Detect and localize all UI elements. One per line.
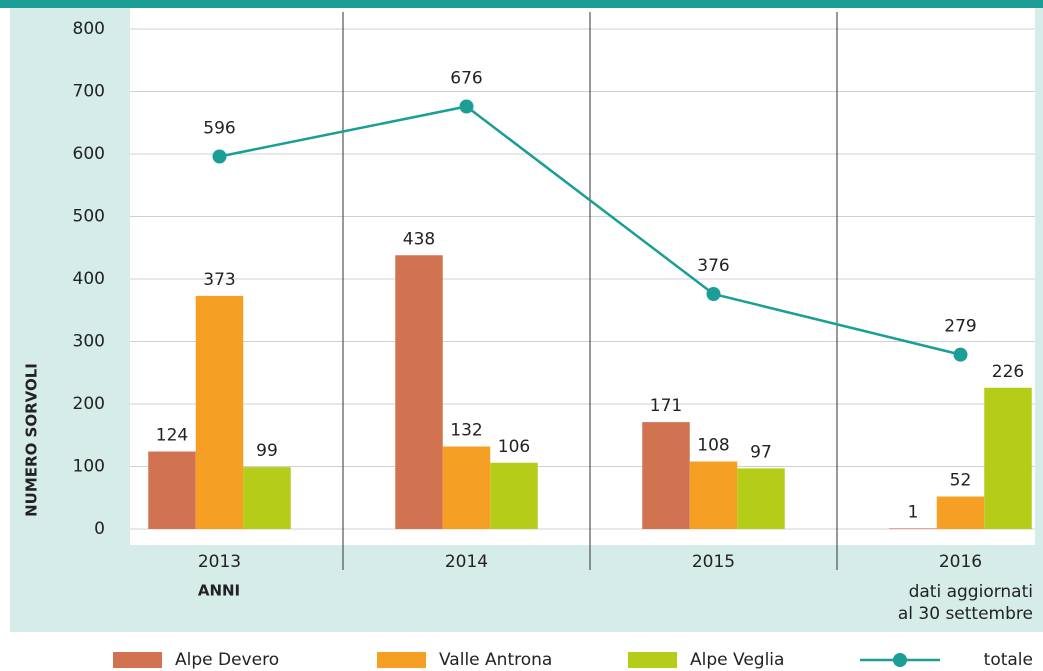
data-label: 226: [992, 362, 1024, 382]
x-tick-label: 2013: [198, 552, 241, 572]
x-tick-label: 2015: [692, 552, 735, 572]
header-band: [0, 0, 1043, 8]
data-label: 99: [256, 441, 278, 461]
data-label: 106: [498, 437, 530, 457]
legend-swatch: [628, 652, 677, 668]
total-point: [212, 149, 227, 164]
plot-area: [130, 8, 1035, 545]
y-tick-label: 300: [73, 332, 105, 352]
data-label: 438: [403, 229, 435, 249]
data-label: 596: [203, 119, 235, 139]
legend-label: Alpe Veglia: [690, 650, 784, 670]
x-axis-label: ANNI: [198, 582, 240, 600]
legend-swatch: [113, 652, 162, 668]
legend-label: Valle Antrona: [439, 650, 552, 670]
data-label: 132: [450, 421, 482, 441]
y-tick-label: 600: [73, 144, 105, 164]
data-label: 171: [650, 396, 682, 416]
y-tick-label: 400: [73, 269, 105, 289]
bar: [936, 496, 985, 529]
bar: [689, 461, 738, 529]
data-label: 676: [450, 69, 482, 89]
x-tick-label: 2014: [445, 552, 488, 572]
bar: [984, 387, 1032, 529]
data-label: 108: [697, 436, 729, 456]
y-tick-label: 700: [73, 82, 105, 102]
data-label: 97: [750, 442, 772, 462]
bar: [148, 451, 196, 529]
bar: [243, 467, 291, 529]
bar: [642, 422, 690, 529]
data-label: 52: [950, 471, 972, 491]
y-tick-label: 800: [73, 19, 105, 39]
total-point: [953, 347, 968, 362]
legend-label: Alpe Devero: [175, 650, 279, 670]
bar: [395, 255, 443, 529]
data-label: 124: [156, 426, 188, 446]
bar: [490, 462, 538, 529]
annotation: dati aggiornati: [909, 582, 1033, 602]
data-label: 279: [944, 317, 976, 337]
y-axis-label: NUMERO SORVOLI: [23, 363, 41, 517]
total-line: [219, 105, 961, 356]
y-tick-label: 100: [73, 457, 105, 477]
data-label: 1: [908, 502, 919, 522]
data-label: 373: [203, 270, 235, 290]
y-tick-label: 200: [73, 394, 105, 414]
bar: [737, 468, 785, 529]
y-tick-label: 0: [94, 519, 105, 539]
data-label: 376: [697, 256, 729, 276]
total-point: [459, 99, 474, 114]
bar: [442, 446, 491, 529]
legend-point: [893, 653, 907, 667]
bar: [195, 295, 244, 529]
legend-swatch: [377, 652, 426, 668]
y-tick-label: 500: [73, 207, 105, 227]
legend-label: totale: [984, 650, 1033, 670]
x-tick-label: 2016: [939, 552, 982, 572]
bar: [889, 528, 937, 529]
total-point: [706, 287, 721, 301]
annotation: al 30 settembre: [898, 604, 1033, 624]
